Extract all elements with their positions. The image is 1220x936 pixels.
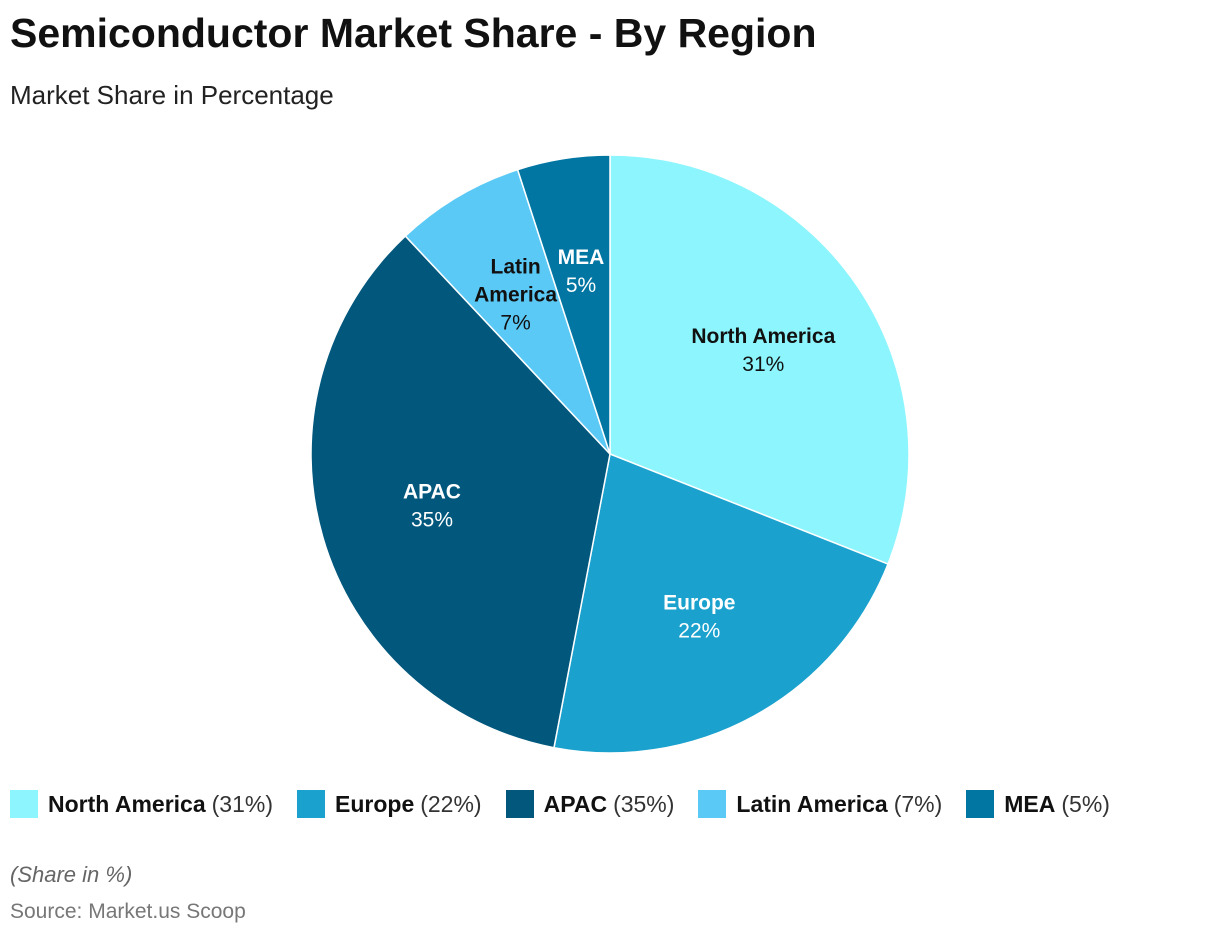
legend-label: Europe — [335, 790, 415, 817]
legend-label: APAC — [543, 790, 608, 817]
pie-slice-latin-america — [404, 168, 611, 455]
pie-labels: North America 31% Europe 22% APAC 35% Latin Ame… — [403, 246, 836, 643]
legend-swatch — [505, 790, 534, 818]
chart-source: Source: Market.us Scoop — [10, 900, 246, 923]
legend-item-latin-america: Latin America (7%) — [698, 790, 942, 818]
slice-value: 35% — [411, 509, 453, 532]
legend-swatch — [10, 790, 38, 818]
slice-label-europe: Europe 22% — [663, 591, 735, 642]
legend-item-apac: APAC (35%) — [505, 790, 675, 818]
slice-name: APAC — [403, 481, 461, 504]
legend-label: Latin America — [736, 790, 888, 817]
legend-swatch — [698, 790, 727, 818]
slice-value: 7% — [500, 311, 530, 334]
slice-name: North America — [691, 325, 835, 348]
pie-slice-apac — [310, 235, 611, 749]
chart-legend: North America (31%) Europe (22%) APAC (35%) La… — [10, 790, 1134, 818]
pie-slice-europe — [553, 453, 889, 754]
chart-subtitle: Market Share in Percentage — [10, 80, 334, 110]
slice-value: 22% — [678, 619, 720, 642]
slice-label-latin-america: Latin America 7% — [474, 255, 557, 334]
slice-name: MEA — [558, 246, 605, 269]
slice-label-apac: APAC 35% — [403, 481, 461, 532]
legend-label: North America — [48, 790, 206, 817]
slice-label-mea: MEA 5% — [558, 246, 605, 297]
chart-title: Semiconductor Market Share - By Region — [10, 10, 817, 56]
legend-item-north-america: North America (31%) — [10, 790, 273, 818]
legend-swatch — [966, 790, 995, 818]
chart-note: (Share in %) — [10, 862, 133, 887]
slice-name: Europe — [663, 591, 735, 614]
legend-value: (22%) — [420, 790, 482, 817]
legend-value: (35%) — [613, 790, 675, 817]
pie-chart: North America 31% Europe 22% APAC 35% Latin Ame… — [310, 154, 910, 754]
legend-value: (7%) — [893, 790, 943, 817]
slice-value: 5% — [566, 274, 596, 297]
slice-value: 31% — [742, 353, 784, 376]
pie-slices — [310, 154, 910, 754]
legend-swatch — [297, 790, 325, 818]
pie-slice-mea — [516, 154, 611, 455]
legend-item-europe: Europe (22%) — [297, 790, 482, 818]
slice-label-north-america: North America 31% — [691, 325, 835, 376]
pie-slice-north-america — [609, 154, 910, 565]
slice-name: America — [474, 283, 557, 306]
slice-name: Latin — [491, 255, 541, 278]
legend-item-mea: MEA (5%) — [966, 790, 1110, 818]
legend-value: (5%) — [1061, 790, 1110, 817]
legend-value: (31%) — [211, 790, 273, 817]
legend-label: MEA — [1004, 790, 1056, 817]
